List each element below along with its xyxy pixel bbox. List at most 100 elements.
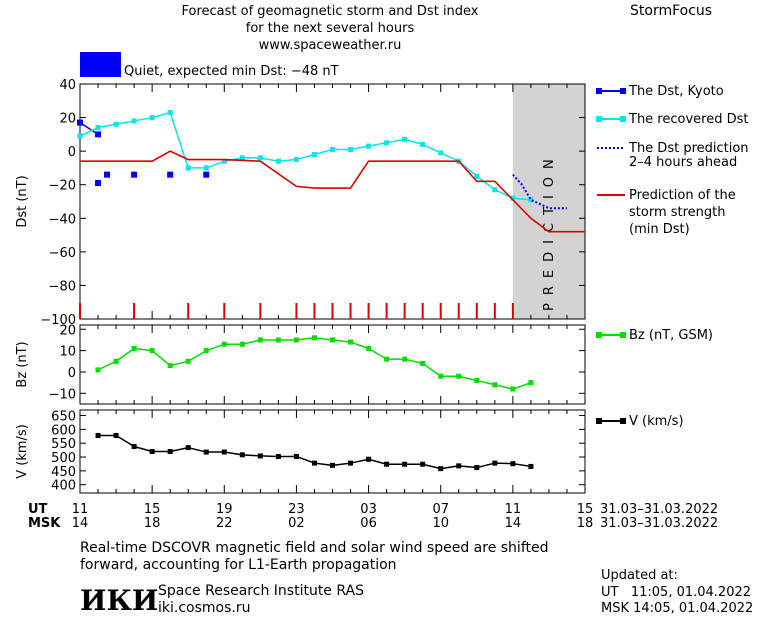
y-tick-label: 40	[59, 78, 76, 93]
legend-prediction-line2: 2–4 hours ahead	[629, 155, 738, 170]
ut-date-range: 31.03–31.03.2022	[600, 502, 719, 517]
msk-tick-label: 18	[577, 516, 594, 531]
series-point	[330, 337, 335, 343]
series-point	[257, 453, 263, 459]
y-tick-label: −20	[49, 179, 76, 194]
y-tick-label: 10	[59, 345, 76, 360]
series-point	[456, 463, 462, 469]
series-point	[366, 143, 372, 149]
series-point	[185, 358, 191, 364]
series-point	[167, 449, 173, 454]
series-point	[113, 358, 119, 364]
series-line	[79, 111, 531, 201]
ut-tick-label: 23	[288, 502, 305, 517]
chart-title-line1: Forecast of geomagnetic storm and Dst in…	[181, 4, 479, 19]
dst-kyoto-point	[131, 171, 138, 178]
dst-kyoto-line	[79, 121, 99, 135]
y-axis-label: Dst (nT)	[15, 175, 30, 227]
y-tick-label: 450	[51, 465, 76, 480]
dst-kyoto-point	[77, 119, 83, 126]
series-point	[239, 341, 245, 347]
y-tick-label: 500	[51, 451, 76, 466]
series-point	[149, 115, 155, 121]
y-axis-label: V (km/s)	[15, 424, 30, 479]
series-point	[131, 118, 137, 124]
msk-tick-label: 06	[360, 516, 377, 531]
y-tick-label: 20	[59, 112, 76, 127]
footnote-line2: forward, accounting for L1-Earth propaga…	[80, 557, 397, 573]
legend-bz: Bz (nT, GSM)	[629, 328, 714, 343]
series-point	[131, 345, 137, 351]
legend-storm-line1: Prediction of the	[629, 188, 736, 203]
ut-tick-label: 03	[360, 502, 377, 517]
series-point	[203, 449, 209, 455]
legend-storm-line2: storm strength	[629, 205, 726, 220]
msk-tick-label: 22	[216, 516, 233, 531]
legend-v-square	[596, 418, 602, 424]
msk-axis-label: MSK	[28, 516, 61, 531]
legend-v-square	[620, 418, 626, 424]
y-tick-label: 650	[51, 410, 76, 425]
ut-tick-label: 15	[577, 502, 594, 517]
series-point	[95, 125, 101, 131]
legend-bz-square	[596, 332, 602, 338]
ut-tick-label: 07	[432, 502, 449, 517]
legend-kyoto-square	[596, 88, 602, 94]
footnote-line1: Real-time DSCOVR magnetic field and sola…	[80, 540, 549, 556]
series-point	[221, 341, 227, 347]
legend-kyoto-square	[620, 88, 626, 94]
series-point	[275, 158, 281, 164]
legend-bz-square	[620, 332, 626, 338]
series-point	[257, 337, 263, 343]
series-point	[528, 197, 534, 203]
series-point	[330, 146, 335, 152]
brand-label: StormFocus	[630, 3, 713, 19]
y-axis-label: Bz (nT)	[15, 341, 30, 387]
series-point	[438, 150, 444, 156]
series-point	[203, 348, 209, 354]
status-text: Quiet, expected min Dst: −48 nT	[124, 64, 339, 79]
y-tick-label: 550	[51, 437, 76, 452]
y-tick-label: −10	[49, 387, 76, 402]
y-tick-label: −80	[49, 279, 76, 294]
ut-tick-label: 11	[505, 502, 522, 517]
source-url[interactable]: www.spaceweather.ru	[258, 38, 402, 53]
y-tick-label: 20	[59, 323, 76, 338]
msk-tick-label: 14	[505, 516, 522, 531]
series-point	[149, 348, 155, 354]
dst-kyoto-point	[95, 131, 102, 138]
series-point	[185, 165, 191, 171]
series-point	[185, 445, 191, 451]
y-tick-label: −100	[40, 313, 76, 328]
series-point	[420, 141, 426, 147]
series-point	[149, 449, 155, 454]
series-point	[402, 136, 408, 142]
series-point	[528, 463, 534, 469]
series-point	[456, 373, 462, 379]
institute-site[interactable]: iki.cosmos.ru	[158, 600, 251, 616]
legend-dst-kyoto: The Dst, Kyoto	[629, 84, 724, 99]
series-point	[221, 449, 227, 455]
legend-recovered-dst: The recovered Dst	[629, 112, 749, 127]
series-point	[348, 460, 354, 466]
series-point	[113, 432, 119, 438]
series-point	[275, 337, 281, 343]
series-point	[384, 140, 390, 146]
series-line	[97, 337, 532, 390]
series-point	[293, 337, 299, 343]
series-point	[474, 173, 480, 179]
series-point	[203, 165, 209, 171]
series-point	[95, 367, 101, 373]
ut-tick-label: 15	[144, 502, 161, 517]
series-point	[348, 146, 354, 152]
y-tick-label: 400	[51, 479, 76, 494]
series-point	[167, 363, 173, 369]
series-point	[384, 356, 390, 362]
legend-storm-line3: (min Dst)	[629, 222, 690, 237]
series-point	[492, 382, 498, 388]
dst-kyoto-point	[95, 180, 102, 187]
series-point	[293, 157, 299, 163]
